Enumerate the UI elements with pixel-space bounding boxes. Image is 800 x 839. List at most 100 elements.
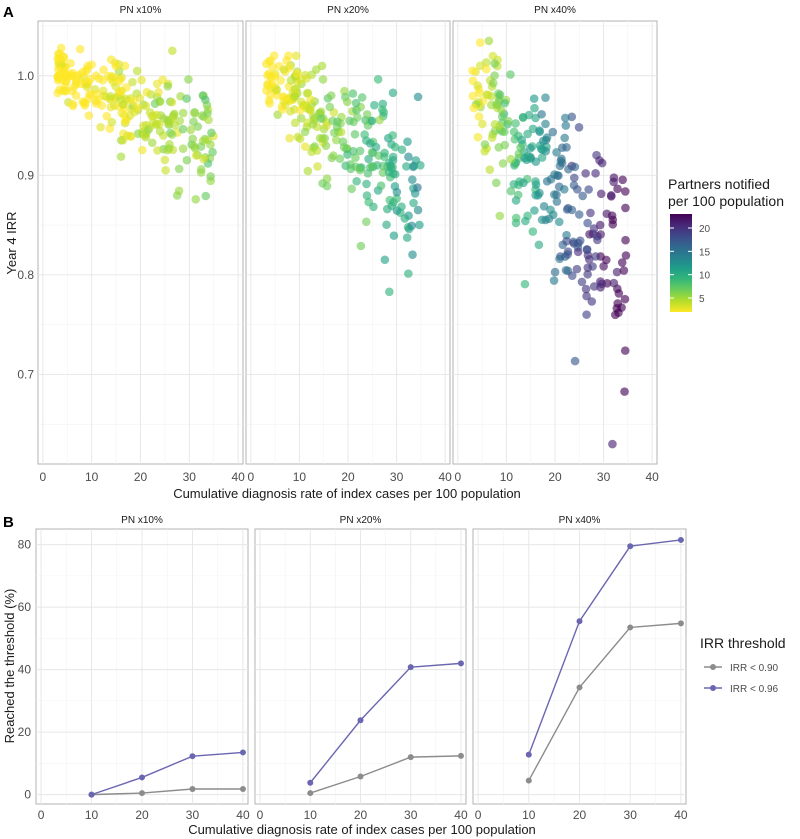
scatter-point bbox=[617, 258, 627, 267]
legend-label: IRR < 0.96 bbox=[730, 684, 779, 695]
scatter-point bbox=[552, 190, 561, 199]
scatter-point bbox=[380, 255, 390, 265]
y-tick-label: 0.9 bbox=[17, 168, 34, 182]
y-tick-label: 20 bbox=[18, 725, 32, 739]
series-point bbox=[357, 717, 364, 724]
scatter-point bbox=[303, 88, 313, 98]
scatter-point bbox=[188, 134, 198, 144]
scatter-point bbox=[123, 131, 132, 140]
scatter-point bbox=[404, 224, 414, 234]
scatter-point bbox=[597, 279, 607, 289]
scatter-point bbox=[68, 101, 78, 111]
series-point bbox=[139, 790, 145, 797]
scatter-point bbox=[570, 162, 580, 172]
x-tick-label: 30 bbox=[183, 470, 197, 484]
scatter-point bbox=[313, 162, 322, 171]
scatter-point bbox=[54, 74, 63, 83]
color-legend-title-line1: Partners notified bbox=[668, 176, 770, 192]
scatter-point bbox=[521, 216, 530, 226]
scatter-point bbox=[190, 109, 199, 118]
scatter-point bbox=[613, 184, 622, 194]
scatter-point bbox=[369, 202, 378, 212]
scatter-point bbox=[493, 100, 503, 110]
x-tick-label: 30 bbox=[624, 808, 638, 822]
scatter-point bbox=[206, 140, 215, 149]
scatter-point bbox=[303, 166, 313, 176]
scatter-point bbox=[413, 183, 422, 192]
scatter-point bbox=[530, 103, 539, 113]
y-tick-label: 0 bbox=[24, 788, 31, 802]
x-tick-label: 20 bbox=[134, 470, 148, 484]
scatter-point bbox=[413, 92, 423, 102]
scatter-point bbox=[602, 209, 612, 219]
scatter-point bbox=[402, 162, 411, 171]
x-tick-label: 10 bbox=[304, 808, 318, 822]
scatter-point bbox=[325, 102, 335, 112]
scatter-point bbox=[549, 276, 559, 285]
scatter-point bbox=[559, 185, 569, 194]
scatter-point bbox=[475, 38, 485, 47]
x-tick-label: 30 bbox=[404, 808, 418, 822]
y-tick-label: 1.0 bbox=[17, 69, 34, 83]
scatter-point bbox=[621, 251, 631, 260]
scatter-point bbox=[556, 252, 565, 261]
scatter-point bbox=[560, 133, 569, 143]
scatter-point bbox=[400, 214, 410, 223]
scatter-point bbox=[55, 54, 65, 64]
scatter-point bbox=[93, 95, 103, 104]
scatter-point bbox=[322, 121, 331, 130]
scatter-point bbox=[199, 154, 208, 164]
scatter-point bbox=[570, 356, 580, 366]
scatter-point bbox=[546, 205, 555, 215]
scatter-point bbox=[506, 186, 516, 196]
series-point bbox=[357, 773, 364, 780]
scatter-point bbox=[375, 115, 384, 125]
scatter-point bbox=[318, 75, 328, 84]
panel-b-tag: B bbox=[3, 514, 14, 531]
scatter-point bbox=[473, 132, 483, 142]
scatter-point bbox=[332, 122, 342, 132]
scatter-point bbox=[326, 91, 336, 100]
panel-a-scatter: PN x10% 0 10 20 30 40 PN x20% 0 10 20 30 40 PN x40% 0… bbox=[4, 5, 659, 501]
scatter-point bbox=[511, 213, 521, 223]
scatter-point bbox=[196, 142, 206, 151]
x-axis-title: Cumulative diagnosis rate of index cases… bbox=[173, 486, 521, 501]
scatter-point bbox=[308, 120, 318, 129]
scatter-point bbox=[342, 97, 352, 107]
scatter-point bbox=[148, 111, 158, 121]
x-tick-label: 40 bbox=[645, 470, 659, 484]
scatter-point bbox=[285, 133, 294, 143]
scatter-point bbox=[163, 145, 172, 155]
series-point bbox=[525, 751, 532, 758]
scatter-point bbox=[71, 79, 81, 89]
scatter-point bbox=[475, 61, 485, 70]
scatter-point bbox=[506, 70, 515, 79]
scatter-point bbox=[116, 152, 126, 161]
scatter-point bbox=[474, 112, 484, 121]
scatter-point bbox=[591, 252, 600, 261]
scatter-point bbox=[621, 203, 630, 213]
scatter-point bbox=[582, 291, 591, 301]
series-point bbox=[239, 749, 246, 756]
scatter-point bbox=[296, 113, 306, 123]
scatter-point bbox=[495, 211, 505, 221]
scatter-point bbox=[620, 187, 630, 196]
scatter-point bbox=[380, 148, 389, 158]
facet-strip-label: PN x10% bbox=[120, 5, 162, 16]
scatter-point bbox=[564, 164, 573, 174]
series-point bbox=[677, 620, 684, 627]
y-axis-title: Year 4 IRR bbox=[4, 211, 19, 274]
scatter-point bbox=[106, 102, 116, 112]
scatter-point bbox=[167, 130, 177, 139]
scatter-point bbox=[362, 179, 371, 189]
scatter-point bbox=[261, 86, 271, 95]
x-tick-label: 0 bbox=[455, 470, 462, 484]
scatter-point bbox=[601, 255, 611, 265]
series-point bbox=[239, 786, 246, 792]
scatter-point bbox=[528, 227, 538, 236]
scatter-point bbox=[285, 106, 295, 116]
scatter-point bbox=[523, 151, 533, 161]
scatter-point bbox=[536, 144, 546, 154]
scatter-point bbox=[392, 187, 402, 197]
